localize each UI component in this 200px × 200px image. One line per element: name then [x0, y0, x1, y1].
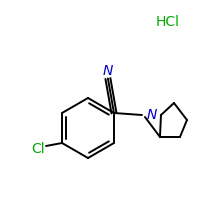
Text: Cl: Cl — [31, 142, 45, 156]
Text: N: N — [103, 64, 113, 78]
Text: N: N — [147, 108, 157, 122]
Text: HCl: HCl — [156, 15, 180, 29]
